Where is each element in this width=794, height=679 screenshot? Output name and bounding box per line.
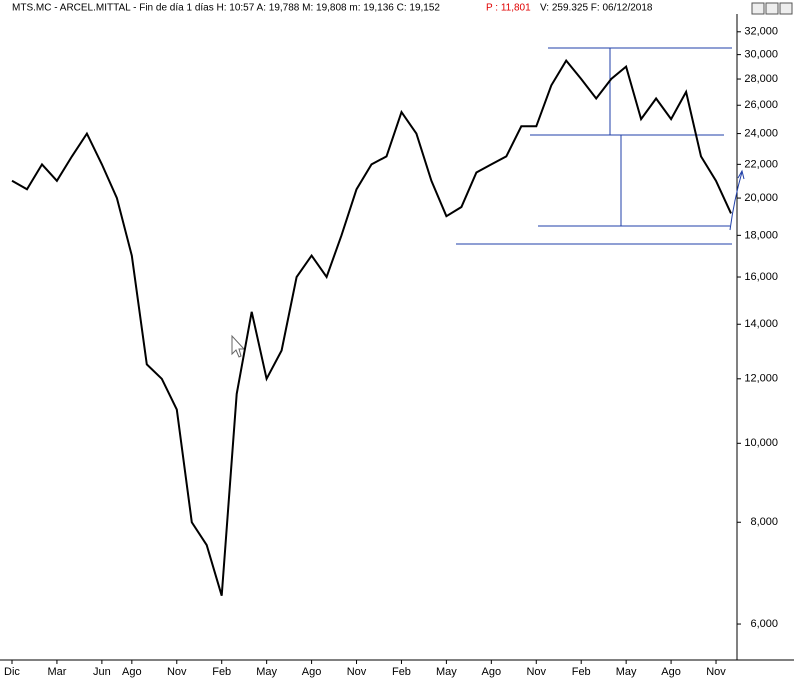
y-tick-label: 6,000 bbox=[750, 618, 778, 630]
arrow bbox=[729, 171, 743, 231]
x-tick-label: Mar bbox=[47, 666, 66, 678]
x-tick-label: Nov bbox=[706, 666, 726, 678]
x-tick-label: Ago bbox=[302, 666, 322, 678]
drawings bbox=[456, 47, 745, 245]
x-tick-label: Ago bbox=[122, 666, 142, 678]
price-line bbox=[11, 58, 732, 596]
minimize-button[interactable] bbox=[751, 2, 765, 15]
x-tick-label: Jun bbox=[93, 666, 111, 678]
arrow-head bbox=[737, 169, 745, 180]
y-tick-label: 32,000 bbox=[744, 26, 778, 38]
y-tick-label: 20,000 bbox=[744, 192, 778, 204]
y-tick-label: 14,000 bbox=[744, 318, 778, 330]
y-tick-label: 8,000 bbox=[750, 516, 778, 528]
chart-title: MTS.MC - ARCEL.MITTAL - Fin de día 1 día… bbox=[12, 3, 440, 14]
x-tick-label: May bbox=[436, 666, 457, 678]
y-tick-label: 26,000 bbox=[744, 99, 778, 111]
close-button[interactable] bbox=[779, 2, 793, 15]
y-tick-label: 22,000 bbox=[744, 158, 778, 170]
x-tick-label: May bbox=[616, 666, 637, 678]
y-tick-label: 30,000 bbox=[744, 49, 778, 61]
x-tick-label: Dic bbox=[4, 666, 20, 678]
x-tick-label: Feb bbox=[212, 666, 231, 678]
title-highlight: P : 11,801 bbox=[486, 3, 531, 14]
x-tick-label: Nov bbox=[167, 666, 187, 678]
mouse-cursor bbox=[231, 334, 246, 358]
title-suffix: V: 259.325 F: 06/12/2018 bbox=[540, 3, 653, 14]
y-tick-label: 24,000 bbox=[744, 127, 778, 139]
y-tick-label: 18,000 bbox=[744, 229, 778, 241]
x-tick-label: May bbox=[256, 666, 277, 678]
x-tick-label: Nov bbox=[347, 666, 367, 678]
y-tick-label: 16,000 bbox=[744, 271, 778, 283]
x-tick-label: Ago bbox=[482, 666, 502, 678]
y-tick-label: 12,000 bbox=[744, 373, 778, 385]
x-tick-label: Ago bbox=[661, 666, 681, 678]
window-buttons[interactable] bbox=[751, 2, 793, 15]
y-tick-label: 28,000 bbox=[744, 73, 778, 85]
maximize-button[interactable] bbox=[765, 2, 779, 15]
y-tick-label: 10,000 bbox=[744, 437, 778, 449]
x-tick-label: Feb bbox=[392, 666, 411, 678]
x-tick-label: Feb bbox=[572, 666, 591, 678]
x-tick-label: Nov bbox=[526, 666, 546, 678]
